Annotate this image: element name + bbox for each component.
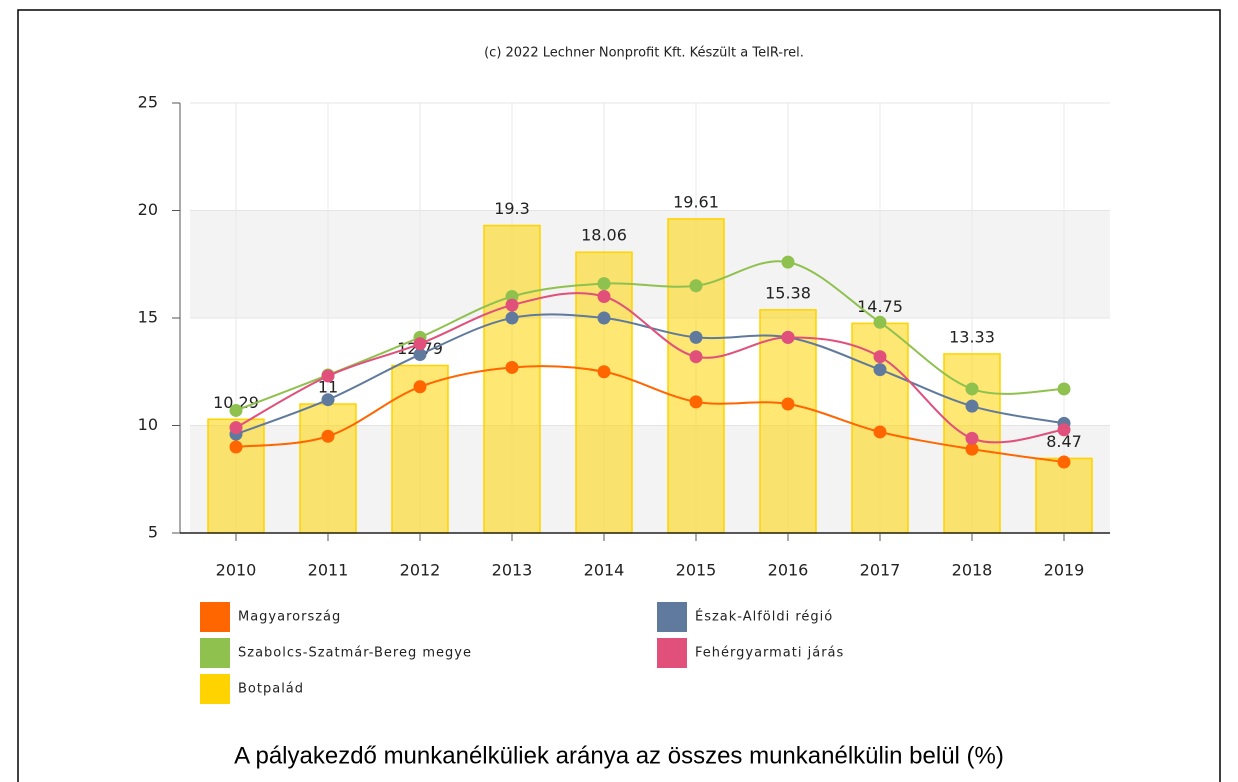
- line-point: [781, 397, 795, 411]
- line-point: [781, 255, 795, 269]
- bar: [1035, 457, 1093, 534]
- data-label: 19.61: [673, 192, 719, 211]
- line-point: [689, 330, 703, 344]
- x-tick-label: 2015: [676, 561, 717, 580]
- x-tick-label: 2017: [860, 561, 901, 580]
- line-point: [229, 403, 243, 417]
- y-tick-label: 25: [138, 93, 158, 112]
- line-point: [413, 337, 427, 351]
- line-point: [597, 365, 611, 379]
- y-tick-label: 5: [148, 523, 158, 542]
- x-tick-label: 2019: [1044, 561, 1085, 580]
- line-point: [321, 369, 335, 383]
- line-point: [413, 380, 427, 394]
- legend-swatch: [657, 638, 687, 668]
- data-label: 11: [318, 378, 338, 397]
- frame: [17, 9, 1221, 782]
- line-point: [873, 363, 887, 377]
- x-tick-label: 2012: [400, 561, 441, 580]
- legend-swatch: [200, 638, 230, 668]
- legend-swatch: [657, 602, 687, 632]
- x-tick-label: 2018: [952, 561, 993, 580]
- line: [235, 260, 1065, 412]
- x-tick-label: 2013: [492, 561, 533, 580]
- line-point: [321, 393, 335, 407]
- legend-label: Szabolcs-Szatmár-Bereg megye: [238, 646, 472, 661]
- line-point: [1057, 423, 1071, 437]
- line-point: [505, 298, 519, 312]
- y-tick-label: 10: [138, 415, 158, 434]
- line-point: [965, 431, 979, 445]
- line-point: [1057, 382, 1071, 396]
- y-tick-label: 15: [138, 308, 158, 327]
- line: [235, 292, 1065, 444]
- line-point: [873, 315, 887, 329]
- legend-label: Észak-Alföldi régió: [695, 609, 833, 625]
- data-label: 13.33: [949, 327, 995, 346]
- plot-band: [190, 210, 1110, 318]
- x-tick-label: 2014: [584, 561, 625, 580]
- data-label: 15.38: [765, 283, 811, 302]
- bar: [483, 224, 541, 534]
- data-label: 19.3: [494, 199, 530, 218]
- line-point: [1057, 455, 1071, 469]
- line-point: [873, 350, 887, 364]
- line-point: [229, 421, 243, 435]
- data-label: 14.75: [857, 297, 903, 316]
- legend-label: Magyarország: [238, 610, 341, 625]
- line-point: [597, 311, 611, 325]
- line-point: [689, 279, 703, 293]
- chart-title: A pályakezdő munkanélküliek aránya az ös…: [234, 742, 1004, 769]
- legend-swatch: [200, 674, 230, 704]
- data-label: 8.47: [1046, 432, 1082, 451]
- line-point: [689, 350, 703, 364]
- line-point: [781, 330, 795, 344]
- legend-label: Fehérgyarmati járás: [695, 646, 844, 661]
- line-point: [965, 382, 979, 396]
- line: [235, 313, 1065, 436]
- line-point: [965, 442, 979, 456]
- line-point: [597, 277, 611, 291]
- line-point: [505, 360, 519, 374]
- line-point: [321, 429, 335, 443]
- bar: [759, 309, 817, 534]
- line: [235, 365, 1065, 464]
- line-point: [689, 395, 703, 409]
- legend-swatch: [200, 602, 230, 632]
- data-label: 18.06: [581, 226, 627, 245]
- credit: (c) 2022 Lechner Nonprofit Kft. Készült …: [484, 46, 804, 61]
- line-point: [413, 348, 427, 362]
- bar: [299, 403, 357, 534]
- x-tick-label: 2016: [768, 561, 809, 580]
- line-point: [965, 399, 979, 413]
- x-tick-label: 2011: [308, 561, 349, 580]
- line-point: [597, 290, 611, 303]
- line-point: [505, 311, 519, 325]
- legend-label: Botpalád: [238, 682, 304, 697]
- bar: [391, 364, 449, 534]
- x-tick-label: 2010: [216, 561, 257, 580]
- line-point: [873, 425, 887, 439]
- line-point: [229, 440, 243, 454]
- bar: [667, 218, 725, 534]
- y-tick-label: 20: [138, 200, 158, 219]
